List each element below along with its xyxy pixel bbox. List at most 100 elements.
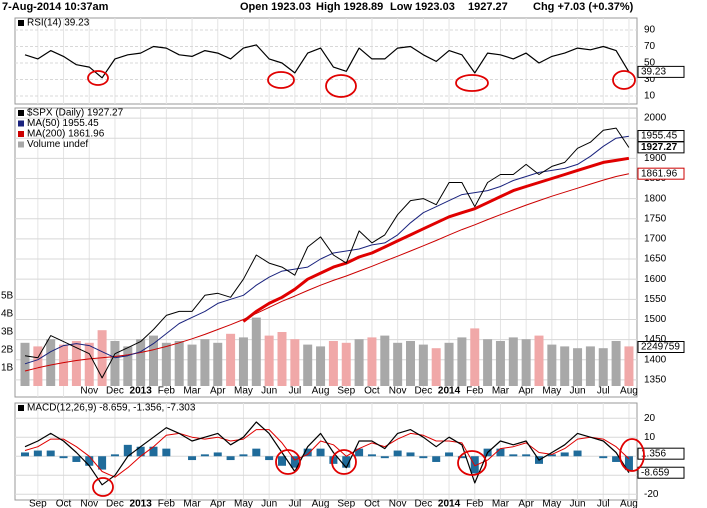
histogram-bar bbox=[599, 456, 608, 459]
annotation-circle bbox=[457, 450, 487, 476]
legend-swatch bbox=[18, 120, 24, 127]
histogram-bar bbox=[33, 450, 42, 457]
legend-entry: MA(200) 1861.96 bbox=[27, 129, 105, 140]
panel-frame bbox=[14, 402, 638, 501]
volume-bar bbox=[264, 335, 274, 386]
histogram-bar bbox=[265, 456, 274, 461]
annotation-circle bbox=[87, 70, 109, 86]
volume-bar bbox=[560, 346, 570, 386]
annotation-circle bbox=[455, 74, 489, 92]
histogram-bar bbox=[188, 456, 197, 461]
volume-bar bbox=[444, 342, 454, 386]
volume-bar bbox=[380, 335, 390, 386]
histogram-bar bbox=[149, 446, 158, 457]
x-tick-label: Jul bbox=[597, 499, 610, 508]
x-tick-label: Mar bbox=[492, 499, 510, 508]
volume-bar bbox=[573, 348, 583, 386]
volume-bar bbox=[213, 342, 223, 386]
annotation-circle bbox=[275, 449, 301, 475]
x-tick-label: Aug bbox=[620, 386, 638, 397]
volume-bar bbox=[328, 341, 338, 386]
x-tick-label: Feb bbox=[466, 386, 484, 397]
volume-bar bbox=[59, 344, 69, 386]
x-tick-label: Jun bbox=[261, 386, 277, 397]
volume-bar bbox=[277, 332, 287, 386]
x-tick-label: Dec bbox=[106, 386, 124, 397]
volume-bar bbox=[46, 339, 56, 386]
x-tick-label: Sep bbox=[337, 386, 355, 397]
legend-entry: MA(50) 1955.45 bbox=[27, 118, 99, 129]
histogram-bar bbox=[200, 454, 209, 457]
volume-tick-label: 5B bbox=[1, 291, 14, 302]
y-tick-label: 1400 bbox=[644, 354, 667, 365]
legend-swatch bbox=[18, 141, 24, 148]
volume-bar bbox=[110, 341, 120, 386]
histogram-bar bbox=[522, 454, 531, 457]
series-line bbox=[24, 173, 630, 372]
volume-bar bbox=[200, 339, 210, 386]
volume-bar bbox=[251, 317, 261, 386]
x-tick-label: Jul bbox=[597, 386, 610, 397]
volume-tick-label: 1B bbox=[1, 363, 14, 374]
x-tick-label: Dec bbox=[106, 499, 124, 508]
volume-bar bbox=[341, 342, 351, 386]
value-box-label: 1.356 bbox=[641, 448, 666, 459]
y-tick-label: 1350 bbox=[644, 375, 667, 386]
y-tick-label: 90 bbox=[644, 25, 656, 36]
value-box-label: 39.23 bbox=[641, 67, 666, 78]
volume-bar bbox=[598, 348, 608, 386]
histogram-bar bbox=[239, 454, 248, 457]
x-tick-label: Apr bbox=[518, 499, 534, 508]
histogram-bar bbox=[316, 448, 325, 457]
x-tick-label: Nov bbox=[80, 386, 98, 397]
x-tick-label: Mar bbox=[492, 386, 510, 397]
x-tick-label: Feb bbox=[158, 499, 176, 508]
volume-bar bbox=[136, 339, 146, 386]
histogram-bar bbox=[59, 456, 68, 459]
legend-title: MACD(12,26,9) -8.659, -1.356, -7.303 bbox=[27, 403, 196, 414]
histogram-bar bbox=[457, 456, 466, 459]
volume-bar bbox=[470, 328, 480, 386]
y-tick-label: 70 bbox=[644, 41, 656, 52]
annotation-circle bbox=[325, 74, 357, 98]
histogram-bar bbox=[290, 456, 299, 468]
header-low: Low 1923.03 bbox=[390, 1, 455, 13]
histogram-bar bbox=[136, 446, 145, 457]
series-line bbox=[24, 44, 630, 79]
x-tick-label: Mar bbox=[183, 499, 201, 508]
x-tick-label: Dec bbox=[414, 386, 432, 397]
volume-bar bbox=[611, 341, 621, 386]
series-line bbox=[24, 127, 630, 379]
histogram-bar bbox=[21, 452, 29, 457]
y-tick-label: 30 bbox=[644, 74, 656, 85]
x-tick-label: Jul bbox=[288, 499, 301, 508]
histogram-bar bbox=[110, 454, 119, 457]
volume-bar bbox=[406, 341, 415, 386]
x-tick-label: Apr bbox=[518, 386, 534, 397]
annotation-circle bbox=[612, 70, 636, 90]
x-tick-label: May bbox=[542, 499, 561, 508]
histogram-bar bbox=[278, 456, 286, 466]
x-tick-label: Oct bbox=[56, 499, 72, 508]
value-box bbox=[637, 447, 685, 460]
x-tick-label: Oct bbox=[364, 386, 380, 397]
volume-bar bbox=[354, 339, 364, 386]
volume-bar bbox=[71, 341, 81, 386]
x-tick-label: May bbox=[234, 499, 253, 508]
y-tick-label: 1500 bbox=[644, 314, 667, 325]
histogram-bar bbox=[547, 454, 556, 457]
volume-bar bbox=[316, 346, 326, 386]
x-tick-label: Feb bbox=[466, 499, 484, 508]
header-open: Open 1923.03 bbox=[240, 1, 311, 13]
x-tick-label: Jun bbox=[569, 499, 585, 508]
legend-entry: $SPX (Daily) 1927.27 bbox=[27, 108, 124, 119]
y-tick-label: 1900 bbox=[644, 153, 667, 164]
y-tick-label: 1800 bbox=[644, 193, 667, 204]
plots: 10 30 50 70 90 RSI(14) 39.23 39.23 1350 1400 1450… bbox=[1, 17, 685, 508]
header-close: 1927.27 bbox=[468, 1, 508, 13]
header-datetime: 7-Aug-2014 10:37am bbox=[2, 1, 109, 13]
value-box bbox=[637, 65, 685, 78]
volume-bar bbox=[521, 339, 531, 386]
x-tick-label: Aug bbox=[312, 386, 330, 397]
